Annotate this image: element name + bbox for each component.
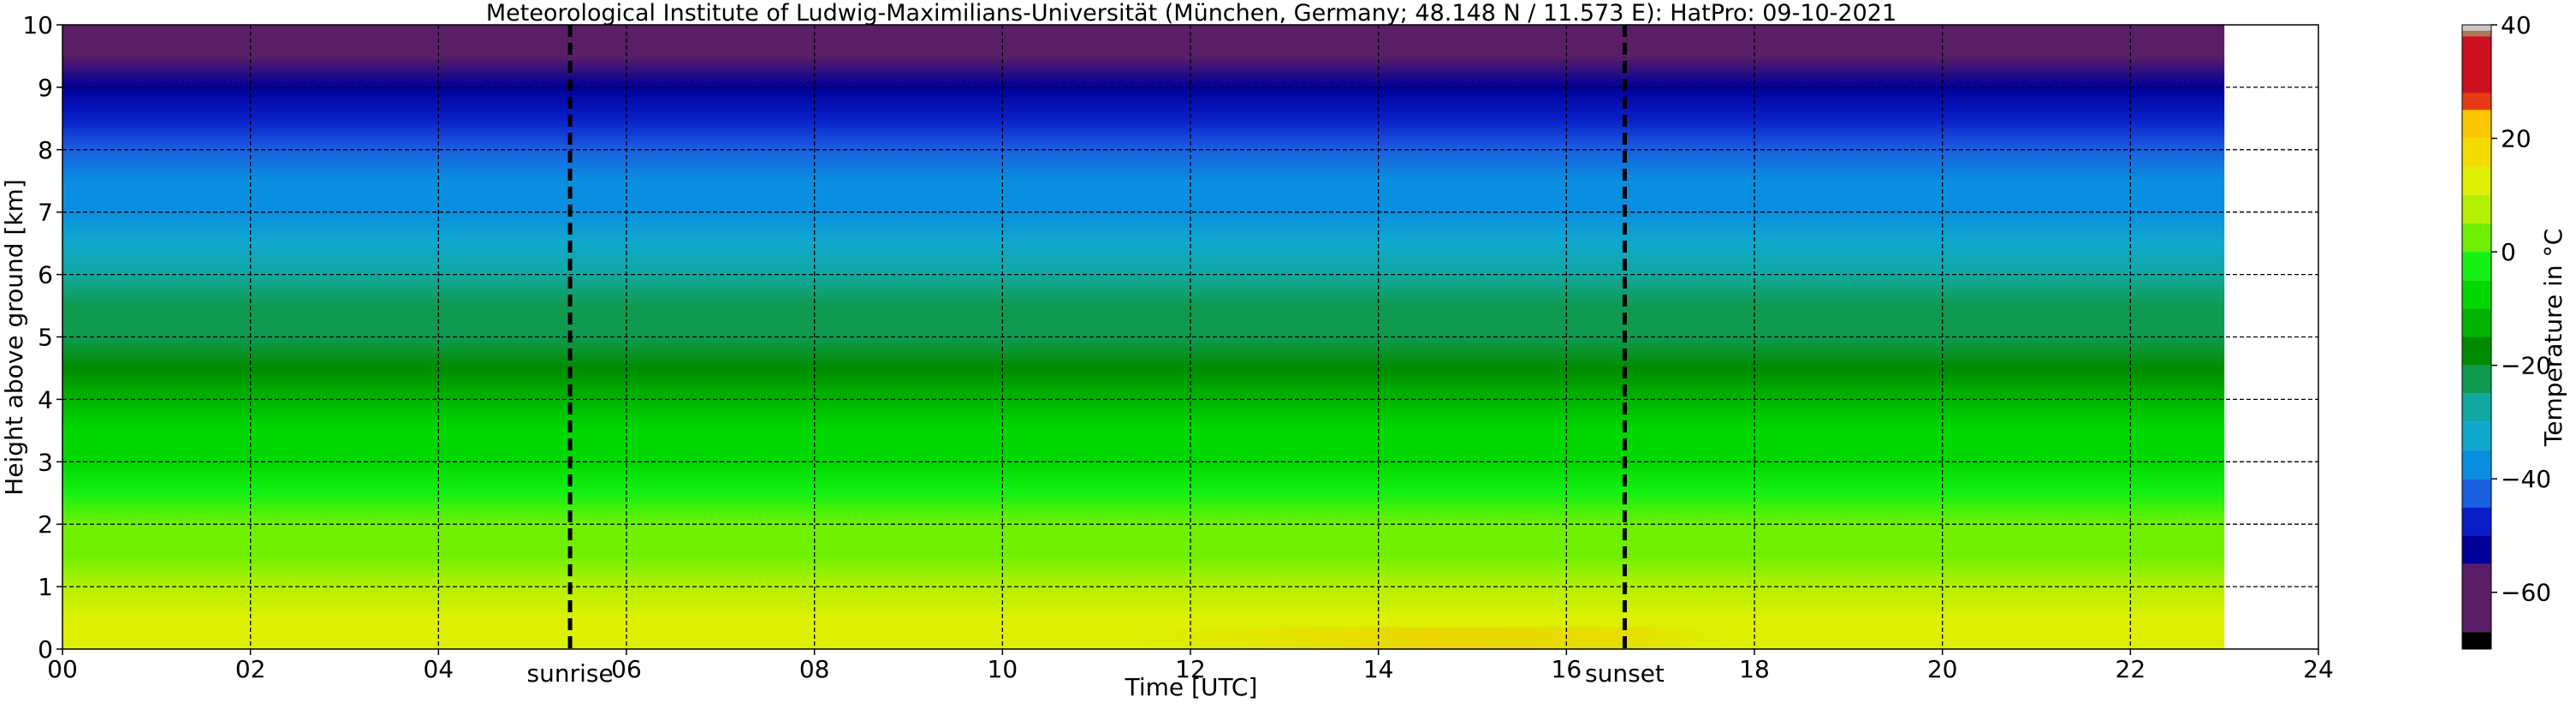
x-tick-label: 22 <box>2116 655 2146 683</box>
colorbar-tick-label: 0 <box>2501 238 2516 266</box>
colorbar-segment <box>2462 92 2491 110</box>
colorbar-segment <box>2462 36 2491 93</box>
colorbar-segment <box>2462 30 2491 37</box>
y-tick-label: 2 <box>38 510 53 539</box>
colorbar-segment <box>2462 563 2491 633</box>
grid-lines <box>62 25 2318 649</box>
colorbar-segment <box>2462 535 2491 564</box>
colorbar-segment <box>2462 280 2491 309</box>
y-tick-label: 1 <box>38 573 53 601</box>
colorbar-segment <box>2462 252 2491 281</box>
colorbar-segment <box>2462 166 2491 195</box>
x-tick-label: 16 <box>1552 655 1582 683</box>
event-label-sunrise: sunrise <box>527 659 614 688</box>
x-tick-label: 12 <box>1175 655 1206 683</box>
colorbar-tick-label: −20 <box>2501 352 2551 380</box>
colorbar-segment <box>2462 450 2491 480</box>
colorbar-tick-label: 20 <box>2501 125 2531 153</box>
x-tick-label: 00 <box>47 655 78 683</box>
colorbar-segment <box>2462 393 2491 422</box>
colorbar-segment <box>2462 479 2491 508</box>
colorbar-segment <box>2462 365 2491 394</box>
x-tick-label: 20 <box>1927 655 1958 683</box>
x-axis-label: Time [UTC] <box>1125 673 1258 701</box>
y-tick-label: 0 <box>38 635 53 664</box>
colorbar-segment <box>2462 25 2491 31</box>
x-tick-label: 06 <box>611 655 642 683</box>
y-tick-label: 8 <box>38 136 53 164</box>
y-tick-label: 10 <box>22 11 53 39</box>
y-tick-label: 5 <box>38 324 53 352</box>
colorbar-segment <box>2462 632 2491 649</box>
x-tick-label: 14 <box>1363 655 1394 683</box>
colorbar-tick-label: 40 <box>2501 11 2531 39</box>
x-tick-label: 24 <box>2303 655 2334 683</box>
heatmap-warm-surface <box>1143 627 1718 649</box>
y-tick-label: 9 <box>38 74 53 102</box>
colorbar-segment <box>2462 138 2491 167</box>
x-tick-label: 08 <box>799 655 830 683</box>
x-tick-label: 18 <box>1739 655 1770 683</box>
y-tick-label: 4 <box>38 385 53 414</box>
colorbar-label: Temperature in °C <box>2539 229 2567 447</box>
chart-title: Meteorological Institute of Ludwig-Maxim… <box>486 0 1896 27</box>
colorbar-segment <box>2462 337 2491 366</box>
y-tick-label: 3 <box>38 448 53 476</box>
event-label-sunset: sunset <box>1585 659 1665 688</box>
x-tick-label: 02 <box>235 655 266 683</box>
colorbar-segment <box>2462 194 2491 223</box>
colorbar-segment <box>2462 421 2491 451</box>
y-tick-label: 6 <box>38 261 53 289</box>
colorbar-segment <box>2462 223 2491 253</box>
y-axis-label: Height above ground [km] <box>0 179 28 496</box>
colorbar-segment <box>2462 507 2491 536</box>
colorbar-frame <box>2461 24 2492 650</box>
colorbar-segment <box>2462 110 2491 139</box>
colorbar-tick-label: −60 <box>2501 579 2551 607</box>
x-tick-label: 04 <box>424 655 454 683</box>
colorbar: −60 −40 −20 0 20 40 <box>2461 11 2551 650</box>
x-tick-label: 10 <box>988 655 1018 683</box>
y-tick-label: 7 <box>38 199 53 227</box>
colorbar-segment <box>2462 308 2491 337</box>
colorbar-tick-label: −40 <box>2501 465 2551 493</box>
